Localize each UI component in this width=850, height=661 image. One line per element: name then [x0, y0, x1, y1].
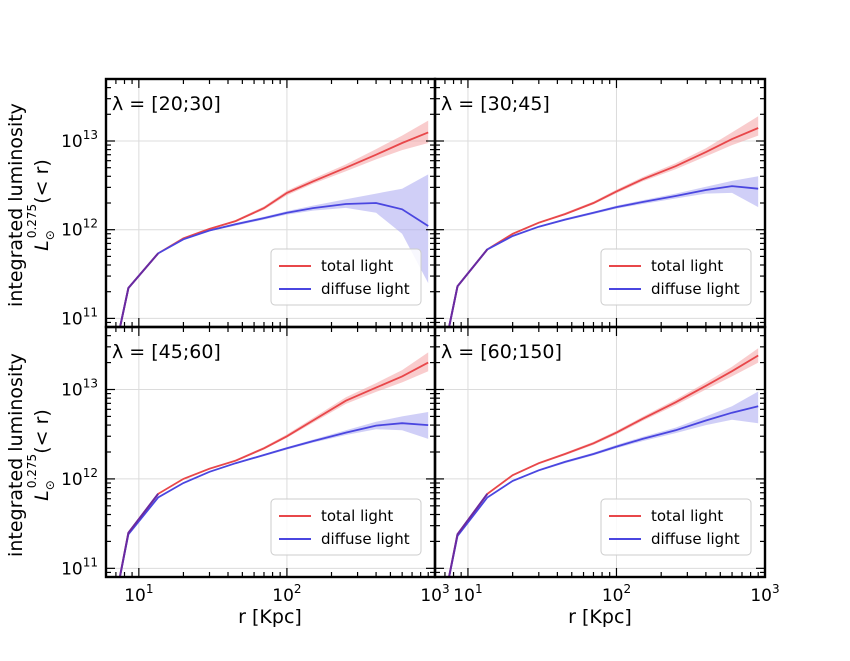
legend-label-diffuse-light: diffuse light: [651, 280, 740, 298]
plot-area: [448, 116, 759, 327]
tick-exponent: 11: [83, 305, 98, 319]
tick-base: 10: [61, 132, 83, 152]
series-line-total-light: [448, 127, 759, 327]
tick-base: 10: [61, 381, 83, 401]
panel-title: λ = [20;30]: [112, 93, 221, 115]
band-total-light: [449, 116, 759, 327]
tick-exponent: 13: [83, 377, 98, 391]
tick-base: 10: [61, 309, 83, 329]
y-axis-label-main: integrated luminosity: [5, 353, 27, 557]
legend-label-diffuse-light: diffuse light: [651, 530, 740, 548]
series-line-overlap: [448, 493, 489, 577]
legend-box: [600, 498, 752, 556]
tick-base: 10: [750, 586, 772, 606]
tick-exponent: 2: [294, 582, 302, 596]
tick-exponent: 12: [83, 466, 98, 480]
x-tick-label: 102: [602, 582, 631, 606]
tick-base: 10: [61, 470, 83, 490]
tick-base: 10: [420, 586, 442, 606]
band-diffuse-light: [449, 391, 759, 577]
tick-base: 10: [272, 586, 294, 606]
tick-base: 10: [602, 586, 624, 606]
plot-area: [448, 348, 759, 577]
legend: total light diffuse light: [270, 248, 422, 306]
tick-exponent: 1: [475, 582, 483, 596]
tick-exponent: 3: [772, 582, 780, 596]
tick-exponent: 2: [623, 582, 631, 596]
panel-title: λ = [60;150]: [441, 341, 562, 363]
legend: total light diffuse light: [600, 248, 752, 306]
y-axis-label-bottom: integrated luminosity L⊙0.275(< r): [5, 353, 57, 557]
legend-label-diffuse-light: diffuse light: [321, 530, 410, 548]
x-axis-label-right: r [Kpc]: [568, 606, 632, 628]
legend-label-total-light: total light: [321, 257, 393, 275]
tick-exponent: 1: [146, 582, 154, 596]
y-tick-label: 1012: [61, 466, 98, 490]
legend-box: [270, 248, 422, 306]
band-diffuse-light: [120, 174, 429, 327]
x-tick-label: 103: [420, 582, 449, 606]
y-axis-label-top: integrated luminosity L⊙0.275(< r): [5, 103, 57, 307]
grid: [435, 327, 765, 577]
legend-box: [600, 248, 752, 306]
plot-area: [118, 352, 429, 577]
legend: total light diffuse light: [270, 498, 422, 556]
tick-base: 10: [61, 559, 83, 579]
x-tick-label: 101: [453, 582, 482, 606]
legend-label-diffuse-light: diffuse light: [321, 280, 410, 298]
y-axis-label-symbol: L⊙0.275(< r): [25, 159, 57, 251]
series-line-overlap: [119, 252, 159, 327]
tick-exponent: 12: [83, 217, 98, 231]
x-tick-label: 102: [272, 582, 301, 606]
band-total-light: [449, 348, 759, 577]
y-axis-label-main: integrated luminosity: [5, 103, 27, 307]
y-tick-label: 1011: [61, 555, 98, 579]
band-total-light: [119, 352, 429, 577]
x-tick-label: 103: [750, 582, 779, 606]
y-axis-label-symbol: L⊙0.275(< r): [25, 409, 57, 501]
series-line-total-light: [119, 131, 429, 327]
legend: total light diffuse light: [600, 498, 752, 556]
series-line-diffuse-light: [448, 405, 759, 577]
series-line-overlap: [448, 248, 489, 327]
tick-exponent: 11: [83, 555, 98, 569]
series-line-diffuse-light: [119, 422, 429, 577]
plot-area: [119, 120, 429, 327]
x-tick-label: 101: [124, 582, 153, 606]
band-diffuse-light: [449, 176, 759, 327]
tick-exponent: 13: [83, 128, 98, 142]
legend-label-total-light: total light: [321, 507, 393, 525]
tick-base: 10: [453, 586, 475, 606]
y-tick-label: 1013: [61, 377, 98, 401]
panel-title: λ = [30;45]: [441, 93, 550, 115]
panel-frame: [433, 325, 767, 579]
legend-box: [270, 498, 422, 556]
tick-exponent: 3: [442, 582, 450, 596]
legend-label-total-light: total light: [651, 507, 723, 525]
series-line-overlap: [118, 493, 159, 577]
band-diffuse-light: [119, 412, 429, 577]
y-tick-label: 1012: [61, 217, 98, 241]
tick-base: 10: [61, 221, 83, 241]
band-total-light: [120, 120, 429, 327]
panel-title: λ = [45;60]: [112, 341, 221, 363]
y-tick-label: 1013: [61, 128, 98, 152]
x-axis-label-left: r [Kpc]: [238, 606, 302, 628]
y-tick-label: 1011: [61, 305, 98, 329]
legend-label-total-light: total light: [651, 257, 723, 275]
tick-base: 10: [124, 586, 146, 606]
panel-2: λ = [30;45] total light diffuse light: [433, 77, 767, 329]
